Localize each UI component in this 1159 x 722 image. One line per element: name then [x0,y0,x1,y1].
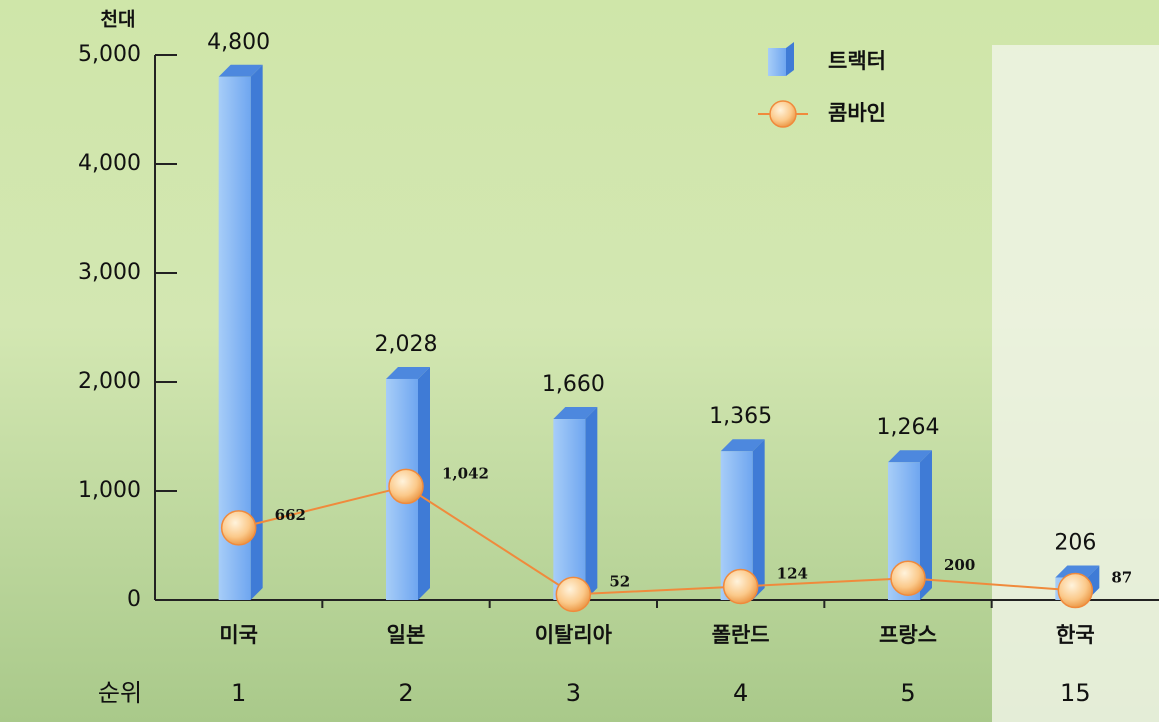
rank-value: 15 [1060,679,1091,707]
bar-side [920,450,932,600]
legend-swatch-side [786,42,794,76]
bar-side [752,439,765,600]
y-tick-label: 3,000 [78,260,141,285]
line-point [722,568,759,605]
bar-side [250,64,263,601]
x-tick-label: 일본 [387,623,426,647]
x-tick-label: 미국 [219,623,258,647]
rank-value: 5 [900,679,915,707]
line-value-label: 52 [609,572,630,590]
line-value-label: 200 [944,556,975,574]
legend-swatch [768,48,786,76]
x-tick-label: 이탈리아 [535,623,613,647]
legend-label: 콤바인 [828,101,886,125]
line-point [890,560,926,596]
rank-label: 순위 [98,679,142,707]
x-tick-label: 한국 [1056,623,1095,647]
bar [553,419,586,600]
line-value-label: 87 [1111,569,1132,587]
line-value-label: 1,042 [442,464,489,482]
line-point [1057,572,1094,609]
x-tick-label: 프랑스 [879,623,937,647]
bar-value-label: 1,660 [542,372,605,397]
bar-side [418,366,430,600]
y-tick-label: 5,000 [78,42,141,67]
legend-marker [769,100,797,128]
y-tick-label: 2,000 [78,369,141,394]
y-unit-label: 천대 [101,9,136,31]
rank-value: 3 [566,679,581,707]
bar-value-label: 4,800 [207,30,270,55]
line-value-label: 662 [275,506,306,524]
rank-value: 2 [398,679,413,707]
line-point [388,468,424,505]
bar-top [888,450,932,463]
legend-label: 트랙터 [828,49,886,73]
rank-value: 4 [733,679,748,707]
bar-top [386,366,430,379]
line-value-label: 124 [777,564,808,582]
line [238,485,1076,596]
y-tick-label: 4,000 [78,151,141,176]
y-tick-label: 0 [127,587,141,612]
rank-value: 1 [231,679,246,707]
bar-value-label: 206 [1054,531,1096,556]
bar-value-label: 2,028 [375,332,438,357]
x-tick-label: 폴란드 [712,623,770,647]
bar-top [720,439,765,452]
y-tick-label: 1,000 [78,478,141,503]
bar-top [1055,565,1100,578]
bar-side [585,407,598,600]
line-point [220,510,257,546]
bar-value-label: 1,365 [709,404,772,429]
bar-value-label: 1,264 [877,415,940,440]
line-point [555,576,592,613]
bar-top [553,407,598,420]
bar-top [218,64,263,77]
highlight-panel [992,45,1159,722]
